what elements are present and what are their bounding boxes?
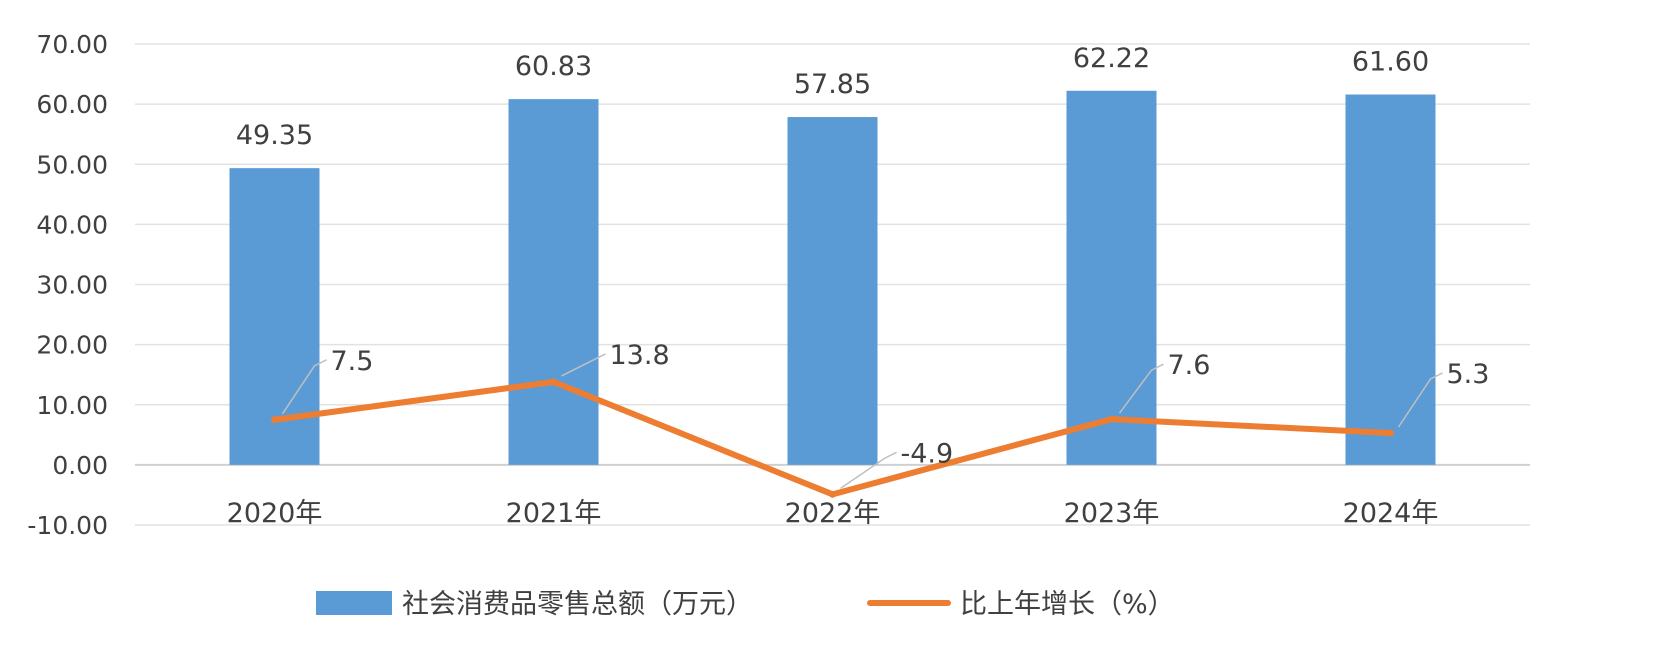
y-axis: -10.00 0.00 10.00 20.00 30.00 40.00 50.00 60.00…	[27, 30, 108, 540]
x-tick-label: 2021年	[506, 498, 602, 529]
line-point	[1387, 429, 1394, 437]
line-point	[1108, 415, 1115, 423]
x-tick-label: 2020年	[227, 498, 323, 529]
line-point	[271, 416, 278, 424]
data-labels: 49.35 60.83 57.85 62.22 61.60 7.5 13.8 -4.9 7.6 5…	[236, 43, 1490, 489]
line-point	[829, 490, 836, 498]
legend-line-label: 比上年增长（%）	[960, 589, 1175, 620]
legend-bar-swatch	[316, 591, 392, 615]
y-tick-label: 50.00	[36, 150, 108, 179]
bar	[1066, 90, 1157, 465]
leader-line	[281, 359, 327, 415]
growth-value-label: 7.5	[331, 346, 374, 377]
legend: 社会消费品零售总额（万元） 比上年增长（%）	[316, 589, 1175, 620]
y-tick-label: 20.00	[36, 331, 108, 360]
line-point	[550, 378, 557, 386]
x-tick-label: 2024年	[1343, 498, 1439, 529]
bar	[508, 99, 599, 465]
leader-line	[561, 353, 606, 377]
bar-value-label: 61.60	[1352, 47, 1429, 78]
growth-value-label: 7.6	[1168, 350, 1211, 381]
bar-series	[229, 90, 1436, 465]
y-tick-label: 10.00	[36, 391, 108, 420]
bar	[787, 117, 878, 465]
y-tick-label: -10.00	[27, 511, 108, 540]
bar-value-label: 49.35	[236, 120, 313, 151]
line-series	[271, 378, 1394, 498]
bar	[1345, 94, 1436, 465]
y-tick-label: 70.00	[36, 30, 108, 59]
bar-value-label: 60.83	[515, 51, 592, 82]
growth-value-label: 13.8	[610, 340, 670, 371]
y-tick-label: 60.00	[36, 90, 108, 119]
bar-value-label: 57.85	[794, 69, 871, 100]
x-tick-label: 2022年	[785, 498, 881, 529]
x-tick-label: 2023年	[1064, 498, 1160, 529]
leader-line	[1397, 372, 1443, 428]
legend-bar-label: 社会消费品零售总额（万元）	[402, 589, 753, 620]
leader-line	[840, 451, 897, 489]
growth-value-label: 5.3	[1447, 359, 1490, 390]
y-tick-label: 30.00	[36, 271, 108, 300]
leader-line	[1118, 363, 1164, 414]
x-axis: 2020年 2021年 2022年 2023年 2024年	[227, 498, 1439, 529]
bar-value-label: 62.22	[1073, 43, 1150, 74]
y-tick-label: 40.00	[36, 210, 108, 239]
y-tick-label: 0.00	[52, 451, 108, 480]
growth-value-label: -4.9	[901, 438, 954, 469]
